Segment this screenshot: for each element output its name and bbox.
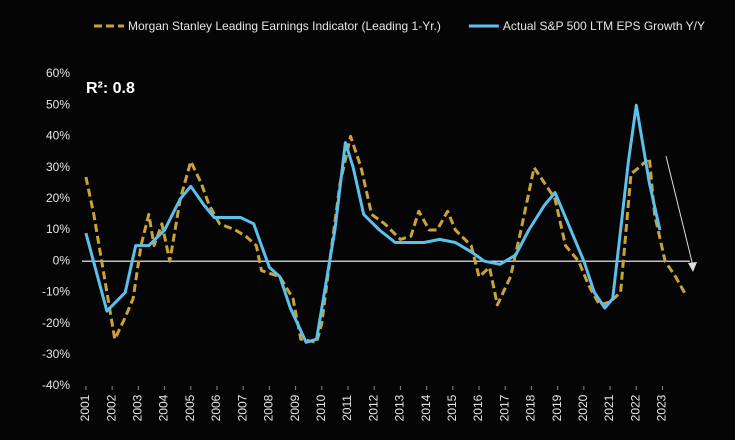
y-tick-label: 60% bbox=[46, 66, 70, 80]
y-tick-label: 10% bbox=[46, 222, 70, 236]
x-tick-label: 2023 bbox=[655, 394, 669, 421]
x-tick-label: 2008 bbox=[262, 394, 276, 421]
x-tick-label: 2021 bbox=[602, 394, 616, 421]
x-tick-label: 2006 bbox=[209, 394, 223, 421]
legend-label: Morgan Stanley Leading Earnings Indicato… bbox=[128, 19, 441, 33]
x-tick-label: 2001 bbox=[78, 394, 92, 421]
x-tick-label: 2010 bbox=[314, 394, 328, 421]
legend-label: Actual S&P 500 LTM EPS Growth Y/Y bbox=[503, 19, 705, 33]
series-line bbox=[84, 134, 688, 344]
y-tick-label: -20% bbox=[42, 316, 70, 330]
x-tick-label: 2003 bbox=[131, 394, 145, 421]
y-tick-label: 0% bbox=[53, 253, 71, 267]
x-tick-label: 2007 bbox=[235, 394, 249, 421]
x-tick-label: 2017 bbox=[497, 394, 511, 421]
annotation: R²: 0.8 bbox=[86, 80, 135, 97]
x-tick-label: 2004 bbox=[157, 394, 171, 421]
x-tick-label: 2014 bbox=[419, 394, 433, 421]
x-tick-label: 2011 bbox=[340, 395, 354, 421]
y-tick-label: 50% bbox=[46, 97, 70, 111]
x-tick-label: 2012 bbox=[366, 394, 380, 421]
x-tick-label: 2018 bbox=[524, 394, 538, 421]
x-tick-label: 2002 bbox=[104, 394, 118, 421]
x-tick-label: 2015 bbox=[445, 394, 459, 421]
y-tick-label: -10% bbox=[42, 285, 70, 299]
y-tick-label: -30% bbox=[42, 347, 70, 361]
y-tick-label: 30% bbox=[46, 160, 70, 174]
trend-arrow-head bbox=[688, 262, 697, 272]
x-tick-label: 2005 bbox=[183, 394, 197, 421]
y-tick-label: -40% bbox=[42, 378, 70, 392]
trend-arrow bbox=[665, 155, 694, 267]
x-tick-label: 2020 bbox=[576, 394, 590, 421]
x-tick-label: 2016 bbox=[471, 394, 485, 421]
x-tick-label: 2013 bbox=[393, 394, 407, 421]
y-tick-label: 40% bbox=[46, 129, 70, 143]
x-tick-label: 2019 bbox=[550, 394, 564, 421]
y-tick-label: 20% bbox=[46, 191, 70, 205]
series-line bbox=[84, 103, 662, 344]
x-tick-label: 2009 bbox=[288, 394, 302, 421]
x-tick-label: 2022 bbox=[628, 394, 642, 421]
